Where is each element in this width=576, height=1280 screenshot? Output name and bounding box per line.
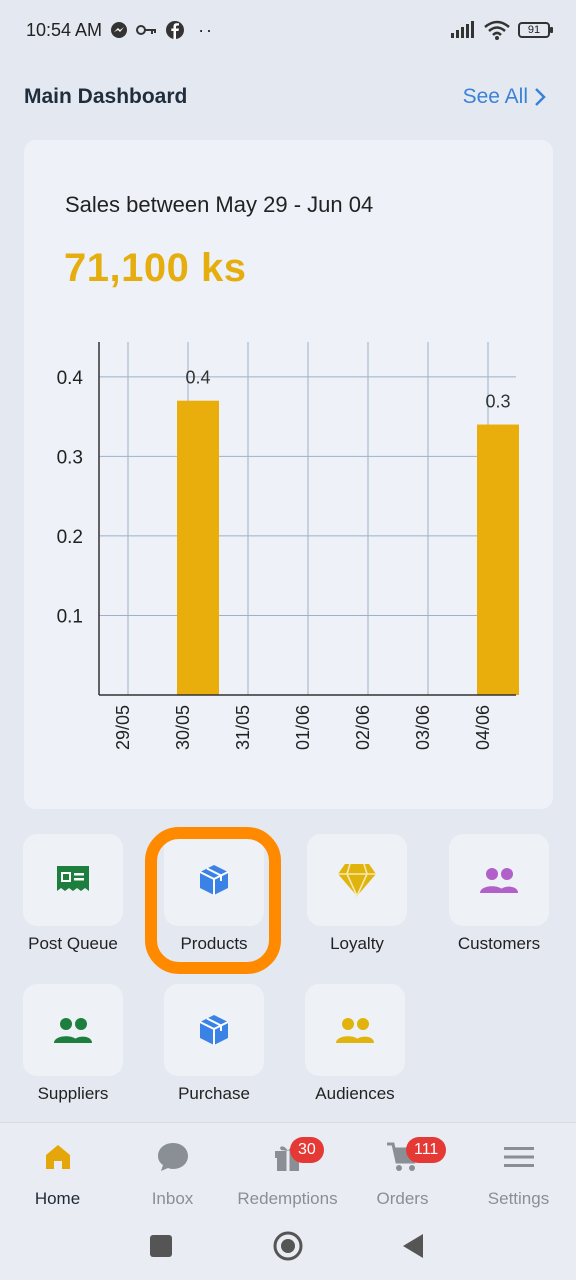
status-bar: 10:54 AM ·· 91 [0,0,576,60]
tile-audiences-label: Audiences [315,1084,395,1103]
tile-products[interactable]: Products [144,834,284,954]
tile-products-box [164,834,264,926]
tile-suppliers[interactable]: Suppliers [3,984,143,1104]
tile-post-queue[interactable]: Post Queue [3,834,143,954]
tile-suppliers-label: Suppliers [37,1084,109,1103]
more-notifications-icon: ·· [198,19,215,40]
wifi-icon [484,20,510,40]
tile-post-queue-label: Post Queue [28,934,118,953]
nav-inbox[interactable]: Inbox [115,1135,230,1209]
nav-redemptions[interactable]: 30 Redemptions [230,1135,345,1209]
bottom-nav: Home Inbox 30 Redemptions 111 Orders Set… [0,1122,576,1280]
x-tick-label: 03/06 [413,705,433,750]
y-tick-label: 0.1 [57,606,83,627]
nav-home-label: Home [34,1189,81,1208]
x-tick-label: 31/05 [233,705,253,750]
recents-button[interactable] [150,1235,172,1257]
box-icon [199,865,229,895]
back-button[interactable] [403,1234,423,1258]
tile-purchase-label: Purchase [178,1084,250,1103]
chat-icon [157,1143,188,1171]
receipt-icon [57,866,89,891]
tile-loyalty[interactable]: Loyalty [287,834,427,954]
users-icon [54,1018,92,1043]
sales-period-label: Sales between May 29 - Jun 04 [65,192,374,217]
nav-settings[interactable]: Settings [461,1135,576,1209]
diamond-icon [338,863,376,898]
key-icon [136,25,157,35]
bar-data-label: 0.4 [185,368,210,388]
x-tick-label: 02/06 [353,705,373,750]
tile-audiences-box [305,984,405,1076]
tile-purchase[interactable]: Purchase [144,984,284,1104]
users-icon [480,868,518,893]
nav-orders-label: Orders [376,1189,429,1208]
x-tick-label: 04/06 [473,705,493,750]
tile-loyalty-box [307,834,407,926]
nav-settings-label: Settings [487,1189,550,1208]
nav-inbox-label: Inbox [151,1189,194,1208]
tile-post-queue-box [23,834,123,926]
see-all-label: See All [462,85,528,108]
x-tick-label: 29/05 [113,705,133,750]
x-tick-label: 01/06 [293,705,313,750]
chevron-right-icon [535,88,546,106]
y-tick-label: 0.3 [57,447,83,468]
bar-data-label: 0.3 [485,392,510,412]
tile-suppliers-box [23,984,123,1076]
signal-icon [451,21,474,38]
nav-home[interactable]: Home [0,1135,115,1209]
home-icon [45,1145,70,1169]
y-tick-label: 0.4 [57,368,84,389]
bar [177,400,219,695]
tile-customers[interactable]: Customers [429,834,569,954]
battery-icon: 91 [518,22,553,38]
users-icon [336,1018,374,1043]
y-tick-label: 0.2 [57,527,83,548]
tile-customers-box [449,834,549,926]
battery-level: 91 [527,24,541,36]
bar [477,424,519,695]
see-all-link[interactable]: See All [463,85,546,109]
dashboard-header: Main Dashboard See All [24,78,546,116]
tile-customers-label: Customers [457,934,541,953]
nav-redemptions-label: Redemptions [237,1189,338,1208]
tile-audiences[interactable]: Audiences [285,984,425,1104]
system-nav-bar [150,1231,423,1261]
menu-icon [503,1147,534,1167]
sales-card: Sales between May 29 - Jun 04 71,100 ks … [24,140,553,809]
sales-bar-chart: 0.1 0.2 0.3 0.4 29/05 0.4 30/05 31/05 01/06 02/06… [57,342,519,750]
messenger-icon [111,22,128,38]
orders-badge: 111 [406,1137,447,1163]
x-tick-label: 30/05 [173,705,193,750]
box-icon [199,1015,229,1045]
tile-products-label: Products [180,934,248,953]
home-system-button[interactable] [273,1231,303,1261]
status-time: 10:54 AM [26,19,103,40]
nav-orders[interactable]: 111 Orders [345,1135,460,1209]
page-title: Main Dashboard [24,85,188,108]
sales-total: 71,100 ks [64,246,247,290]
tile-purchase-box [164,984,264,1076]
redemptions-badge: 30 [290,1137,324,1163]
facebook-icon [166,21,185,39]
tile-loyalty-label: Loyalty [330,934,384,953]
